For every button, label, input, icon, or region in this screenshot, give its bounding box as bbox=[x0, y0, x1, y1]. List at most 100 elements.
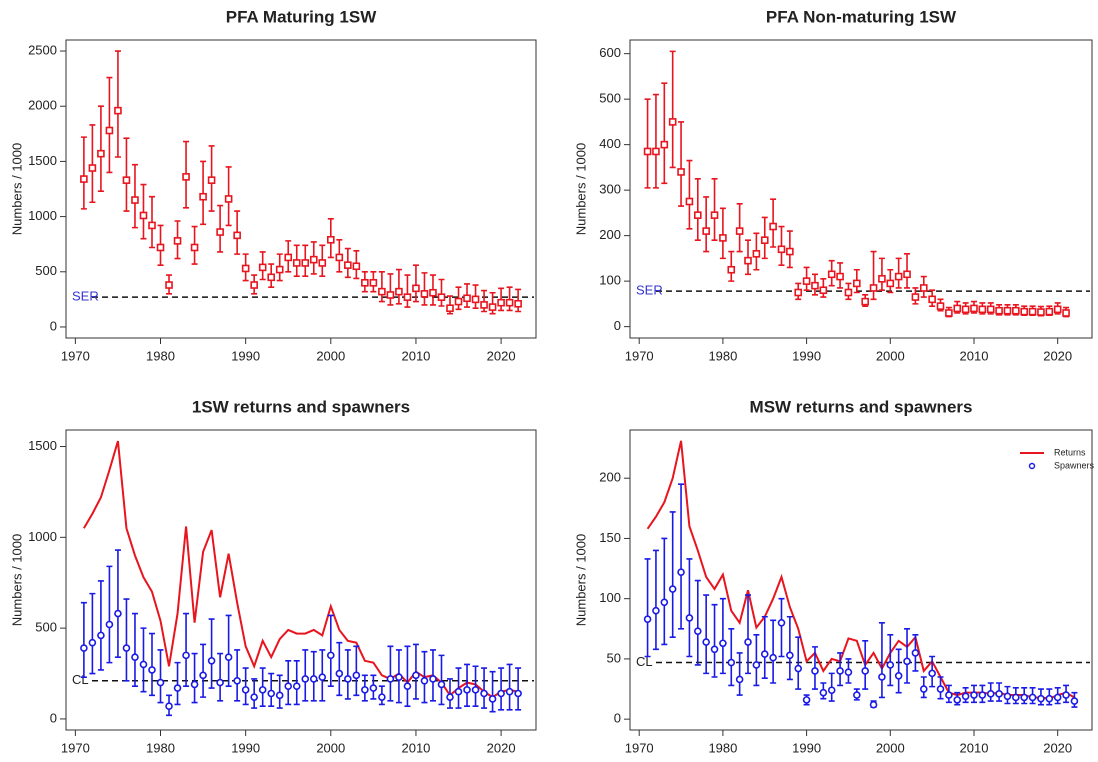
error-bar bbox=[669, 50, 676, 169]
point bbox=[454, 687, 463, 696]
x-tick-label: 1990 bbox=[792, 740, 821, 755]
point bbox=[819, 286, 828, 295]
error-bar bbox=[395, 268, 402, 305]
point bbox=[853, 691, 861, 699]
panel-title: 1SW returns and spawners bbox=[192, 397, 410, 416]
point bbox=[886, 279, 895, 288]
x-tick-label: 2020 bbox=[1043, 348, 1072, 363]
error-bar bbox=[895, 648, 902, 694]
point bbox=[928, 295, 936, 304]
error-bar bbox=[887, 634, 894, 687]
point bbox=[327, 235, 335, 244]
x-tick-label: 1970 bbox=[61, 740, 90, 755]
error-bar bbox=[652, 93, 659, 189]
point bbox=[454, 297, 463, 306]
point bbox=[928, 669, 936, 678]
x-tick-label: 2020 bbox=[1043, 740, 1072, 755]
point bbox=[207, 176, 216, 184]
error-bar bbox=[438, 278, 445, 307]
y-tick-label: 100 bbox=[599, 273, 621, 288]
point bbox=[668, 118, 677, 126]
error-bar bbox=[191, 652, 198, 704]
error-bar bbox=[131, 163, 138, 229]
point bbox=[344, 261, 352, 269]
point bbox=[652, 606, 660, 615]
reference-label: SER bbox=[72, 289, 99, 304]
point bbox=[1020, 307, 1029, 316]
y-tick-label: 100 bbox=[599, 590, 621, 605]
point bbox=[869, 700, 878, 709]
error-bar bbox=[387, 273, 394, 306]
point bbox=[173, 684, 182, 692]
point bbox=[727, 265, 736, 274]
reference-label: SER bbox=[636, 283, 663, 298]
error-bar bbox=[89, 592, 96, 675]
error-bar bbox=[644, 558, 651, 658]
error-bar bbox=[157, 649, 164, 704]
error-bar bbox=[694, 177, 701, 241]
point bbox=[480, 689, 488, 698]
error-bar bbox=[904, 627, 911, 684]
point bbox=[970, 304, 978, 313]
point bbox=[361, 686, 369, 694]
y-tick-label: 1500 bbox=[28, 438, 57, 453]
point bbox=[258, 686, 267, 694]
point bbox=[643, 147, 652, 156]
point bbox=[802, 696, 811, 704]
point bbox=[878, 673, 886, 681]
plot-frame bbox=[629, 429, 1093, 731]
point bbox=[827, 686, 836, 695]
point bbox=[911, 649, 920, 657]
point bbox=[1028, 307, 1037, 316]
point bbox=[352, 262, 361, 271]
point bbox=[318, 259, 327, 267]
y-axis-label: Numbers / 1000 bbox=[9, 534, 24, 627]
point bbox=[173, 237, 182, 245]
point bbox=[131, 653, 139, 661]
error-bar bbox=[719, 597, 726, 675]
point bbox=[80, 175, 88, 183]
y-tick-label: 200 bbox=[599, 470, 621, 485]
point bbox=[395, 673, 403, 681]
point bbox=[241, 264, 250, 273]
error-bar bbox=[174, 661, 181, 706]
point bbox=[911, 293, 920, 301]
error-bar bbox=[327, 614, 334, 688]
x-tick-label: 1980 bbox=[146, 740, 175, 755]
y-tick-label: 150 bbox=[599, 530, 621, 545]
point bbox=[429, 288, 437, 297]
error-bar bbox=[728, 627, 735, 687]
point bbox=[284, 253, 293, 262]
point bbox=[420, 290, 429, 298]
point bbox=[403, 293, 412, 301]
point bbox=[811, 281, 819, 290]
point bbox=[735, 675, 744, 684]
legend-swatch bbox=[1028, 462, 1036, 470]
point bbox=[292, 682, 301, 691]
error-bar bbox=[678, 121, 685, 207]
error-bar bbox=[404, 274, 411, 308]
error-bar bbox=[711, 177, 718, 241]
x-tick-label: 2000 bbox=[876, 348, 905, 363]
point bbox=[752, 661, 761, 669]
panel-title: PFA Maturing 1SW bbox=[226, 7, 377, 26]
point bbox=[769, 222, 777, 231]
error-bar bbox=[506, 286, 513, 312]
point bbox=[301, 259, 310, 267]
point bbox=[429, 675, 437, 683]
error-bar bbox=[123, 598, 130, 682]
point bbox=[919, 685, 928, 693]
point bbox=[903, 270, 911, 279]
point bbox=[693, 627, 702, 636]
error-bar bbox=[753, 634, 760, 687]
x-tick-label: 1980 bbox=[708, 348, 737, 363]
error-bar bbox=[106, 76, 113, 174]
point bbox=[480, 301, 488, 309]
point bbox=[1037, 308, 1045, 316]
point bbox=[769, 653, 777, 662]
point bbox=[284, 682, 293, 691]
point bbox=[652, 147, 660, 156]
point bbox=[267, 689, 275, 698]
point bbox=[275, 265, 284, 274]
y-tick-label: 0 bbox=[50, 318, 57, 333]
